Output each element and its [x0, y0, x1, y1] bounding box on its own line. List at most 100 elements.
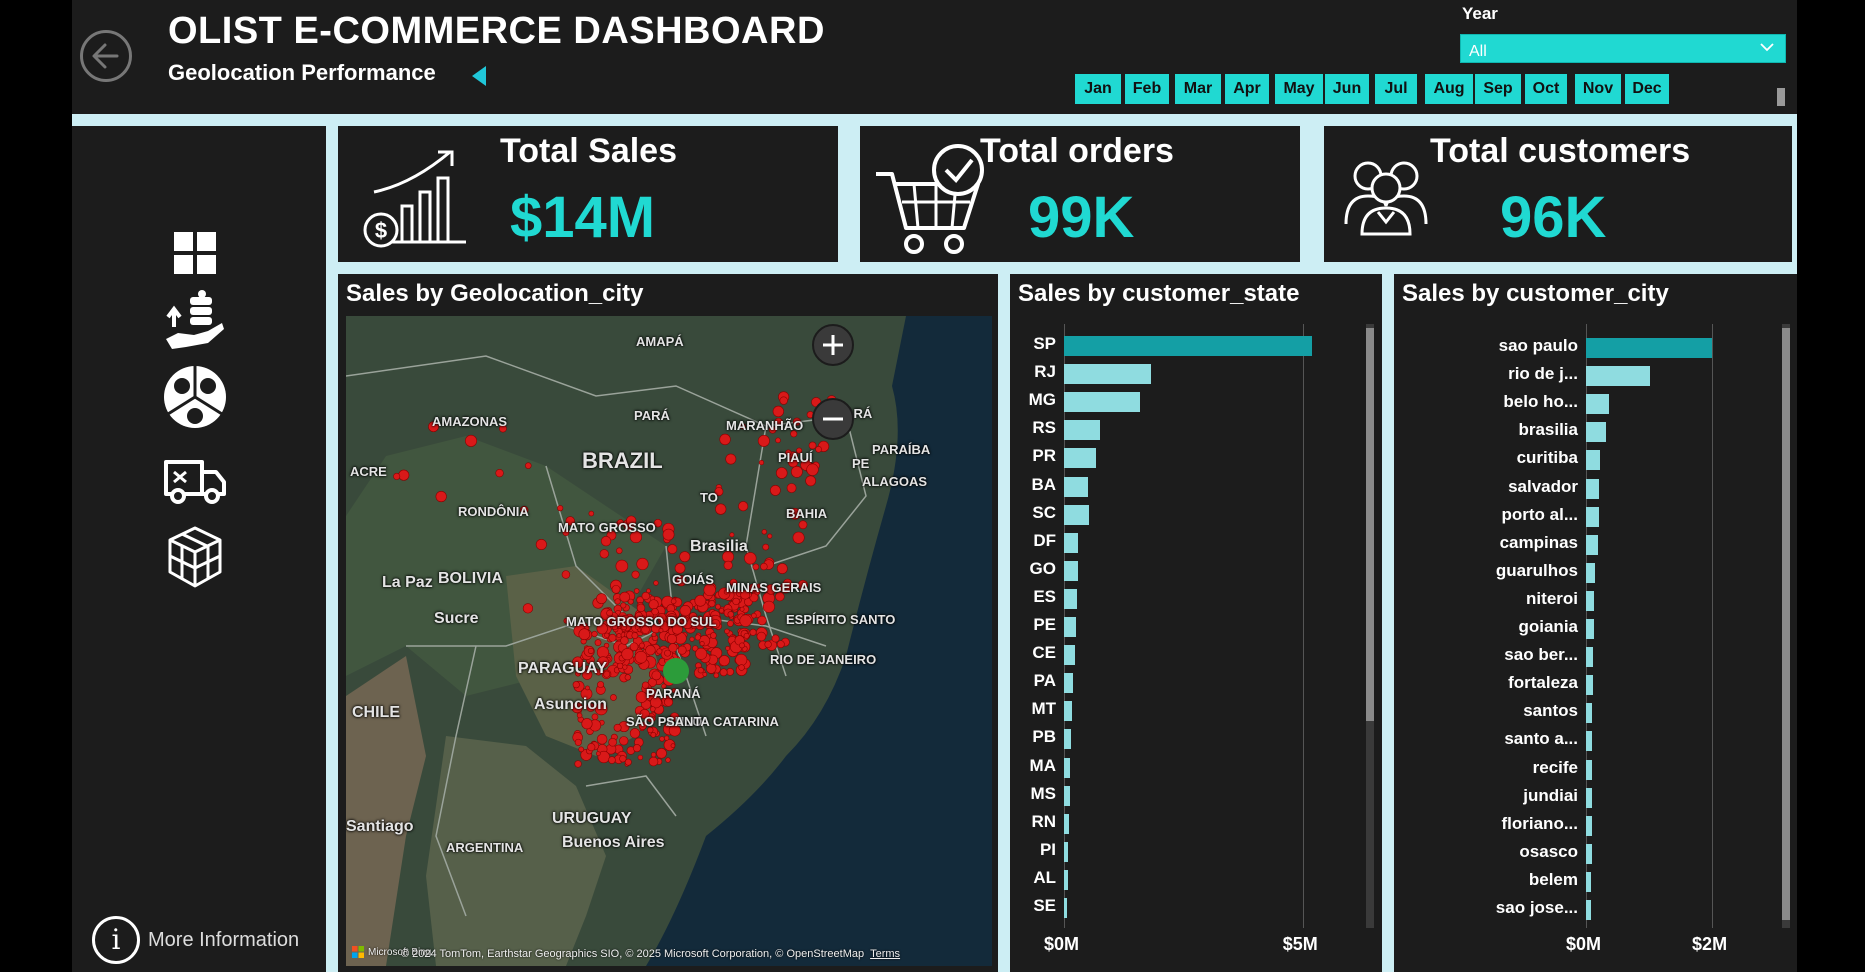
sales-location-dot[interactable] — [631, 570, 640, 579]
sales-location-dot[interactable] — [499, 424, 507, 433]
sales-location-dot[interactable] — [808, 441, 817, 450]
sales-location-dot[interactable] — [748, 583, 758, 593]
sales-location-dot[interactable] — [785, 449, 792, 456]
sales-location-dot[interactable] — [671, 623, 683, 635]
sales-location-dot[interactable] — [760, 562, 768, 571]
sales-location-dot[interactable] — [719, 668, 728, 677]
sales-location-dot[interactable] — [613, 723, 622, 732]
month-button-mar[interactable]: Mar — [1175, 74, 1221, 104]
sales-location-dot[interactable] — [616, 633, 622, 638]
sales-location-dot[interactable] — [739, 614, 752, 627]
sales-location-dot[interactable] — [599, 549, 609, 559]
sales-location-dot[interactable] — [614, 598, 621, 605]
sales-location-dot[interactable] — [757, 615, 767, 626]
sales-location-dot[interactable] — [495, 469, 504, 478]
sales-location-dot[interactable] — [651, 608, 659, 616]
bar-pi[interactable] — [1064, 841, 1069, 862]
sales-location-dot[interactable] — [674, 562, 686, 574]
sales-location-dot[interactable] — [729, 532, 735, 538]
sales-location-dot[interactable] — [806, 463, 819, 476]
sales-location-dot[interactable] — [771, 634, 780, 643]
sales-location-dot[interactable] — [714, 487, 724, 496]
sales-location-dot[interactable] — [774, 417, 783, 427]
sales-location-dot[interactable] — [770, 485, 781, 496]
sales-location-dot[interactable] — [665, 757, 671, 763]
sales-location-dot[interactable] — [653, 519, 663, 528]
zoom-in-button[interactable] — [812, 324, 854, 366]
bar-sao-ber[interactable] — [1586, 647, 1593, 668]
sales-location-dot[interactable] — [762, 600, 775, 613]
sales-location-dot[interactable] — [591, 630, 598, 638]
sales-location-dot[interactable] — [634, 651, 648, 664]
sales-location-dot[interactable] — [627, 598, 634, 605]
sales-location-dot[interactable] — [689, 636, 695, 642]
sales-location-dot[interactable] — [671, 688, 677, 694]
sales-location-dot[interactable] — [703, 583, 716, 597]
sales-location-dot[interactable] — [633, 588, 640, 594]
bar-rj[interactable] — [1064, 364, 1151, 385]
sales-location-dot[interactable] — [790, 465, 803, 478]
sales-location-dot[interactable] — [620, 636, 629, 645]
sales-location-dot[interactable] — [775, 591, 785, 602]
sales-location-dot[interactable] — [641, 681, 650, 689]
sales-location-dot[interactable] — [805, 475, 817, 487]
products-cubes-icon[interactable] — [160, 522, 230, 592]
sales-location-dot[interactable] — [715, 503, 727, 515]
sales-location-dot[interactable] — [616, 519, 624, 527]
sales-location-dot[interactable] — [710, 619, 721, 629]
sales-location-dot[interactable] — [658, 627, 664, 633]
bar-jundiai[interactable] — [1586, 787, 1592, 808]
year-dropdown[interactable]: All — [1460, 34, 1786, 63]
sales-location-dot[interactable] — [651, 752, 657, 758]
sales-location-dot[interactable] — [578, 746, 585, 753]
bar-sao-paulo[interactable] — [1586, 338, 1713, 358]
sales-location-dot[interactable] — [815, 446, 822, 453]
bar-santos[interactable] — [1586, 703, 1593, 724]
sales-location-dot[interactable] — [752, 563, 760, 571]
bar-porto-al[interactable] — [1586, 506, 1599, 527]
sales-location-dot[interactable] — [578, 628, 591, 641]
sales-location-dot[interactable] — [662, 528, 675, 541]
sales-location-dot[interactable] — [725, 453, 737, 465]
sales-location-dot[interactable] — [789, 508, 801, 520]
sales-location-dot[interactable] — [713, 672, 719, 679]
sales-location-dot[interactable] — [639, 642, 645, 649]
sales-location-dot[interactable] — [620, 602, 627, 609]
sales-location-dot[interactable] — [606, 609, 614, 617]
sales-location-dot[interactable] — [708, 600, 716, 608]
month-button-nov[interactable]: Nov — [1575, 74, 1621, 104]
sales-location-dot[interactable] — [597, 681, 605, 689]
sales-location-dot[interactable] — [596, 734, 608, 745]
sales-location-dot[interactable] — [595, 669, 602, 676]
bar-goiania[interactable] — [1586, 619, 1594, 639]
sales-location-dot[interactable] — [679, 604, 691, 617]
sales-location-dot[interactable] — [743, 632, 750, 639]
sales-location-dot[interactable] — [732, 597, 740, 606]
sales-location-dot[interactable] — [575, 670, 581, 677]
month-button-jan[interactable]: Jan — [1075, 74, 1121, 104]
sales-location-dot[interactable] — [744, 552, 757, 565]
delivery-truck-icon[interactable] — [160, 444, 230, 514]
sales-location-dot[interactable] — [622, 664, 628, 670]
customer-sentiment-icon[interactable] — [160, 362, 230, 432]
sales-location-dot[interactable] — [723, 560, 733, 570]
sales-location-dot[interactable] — [596, 623, 608, 635]
bar-niteroi[interactable] — [1586, 590, 1594, 611]
sales-location-dot[interactable] — [666, 633, 678, 644]
sales-location-dot[interactable] — [767, 533, 773, 539]
sales-location-dot[interactable] — [591, 713, 599, 721]
sales-location-dot[interactable] — [719, 433, 731, 446]
sales-location-dot[interactable] — [727, 611, 734, 618]
geolocation-map[interactable]: AMAPÁAMAZONASPARÁMARANHÃOCEARÁBRAZILPIAU… — [346, 316, 992, 966]
sales-location-dot[interactable] — [646, 588, 651, 594]
back-button[interactable] — [80, 30, 132, 82]
sales-location-dot[interactable] — [621, 648, 634, 661]
zoom-out-button[interactable] — [812, 398, 854, 440]
sales-location-dot[interactable] — [797, 579, 809, 591]
sales-location-dot[interactable] — [608, 756, 616, 764]
kpi-total-customers[interactable]: Total customers 96K — [1324, 126, 1792, 262]
sales-location-dot[interactable] — [792, 531, 805, 544]
sales-location-dot[interactable] — [776, 563, 788, 574]
bar-al[interactable] — [1064, 869, 1068, 890]
month-button-jul[interactable]: Jul — [1375, 74, 1417, 104]
